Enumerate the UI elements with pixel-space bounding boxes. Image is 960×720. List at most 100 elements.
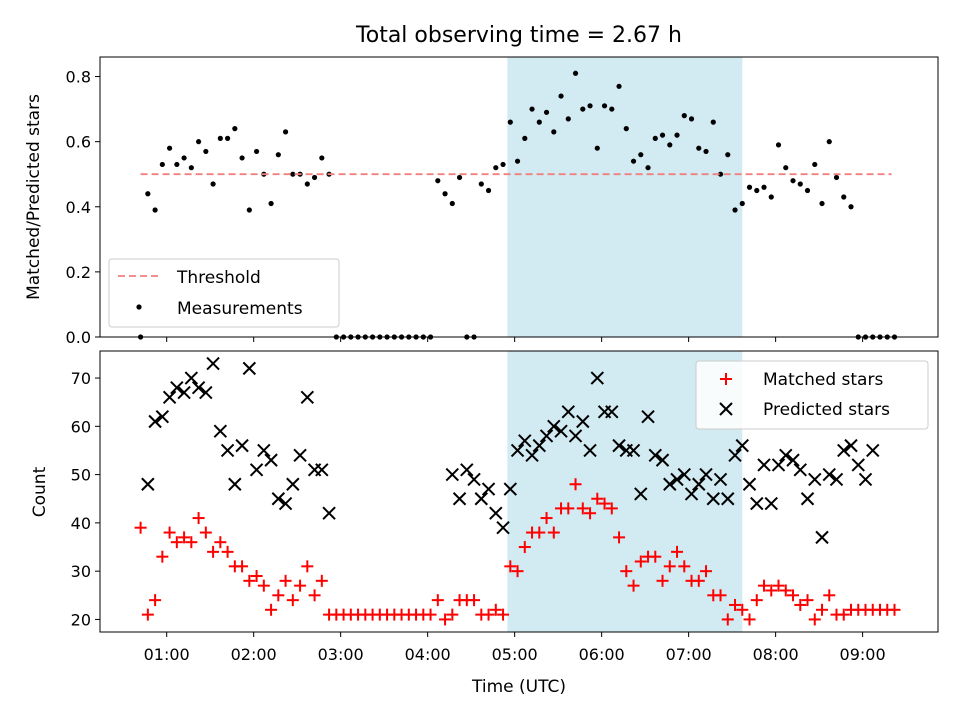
top-y-tick-label: 0.0 (66, 328, 91, 347)
measurement-point (565, 116, 571, 122)
matched-star-point (243, 574, 256, 587)
measurement-point (681, 113, 687, 119)
predicted-star-point (590, 371, 604, 385)
predicted-star-point (148, 414, 162, 429)
predicted-star-point (641, 409, 655, 424)
predicted-star-point (583, 443, 597, 458)
measurement-point (166, 145, 173, 151)
predicted-star-point (576, 414, 590, 429)
measurement-point (710, 119, 716, 125)
matched-star-point (671, 545, 684, 558)
matched-star-point (743, 613, 756, 626)
matched-star-point (816, 603, 829, 616)
predicted-star-point (808, 472, 822, 487)
matched-star-point (134, 521, 147, 534)
predicted-star-point (771, 458, 786, 472)
measurement-point (159, 161, 165, 168)
legend-threshold-label: Threshold (176, 268, 261, 288)
measurement-point (645, 165, 651, 171)
predicted-star-point (750, 496, 764, 511)
measurement-point (797, 181, 803, 187)
matched-star-point (257, 579, 270, 592)
measurement-point (819, 200, 825, 207)
predicted-star-point (481, 482, 496, 496)
predicted-star-point (155, 409, 170, 424)
matched-star-point (221, 545, 234, 558)
matched-star-point (758, 579, 771, 592)
top-shaded-interval (507, 57, 743, 337)
legend-measurements-label: Measurements (177, 299, 303, 319)
measurement-point (775, 142, 782, 148)
predicted-star-point (677, 467, 691, 482)
measurement-point (717, 171, 724, 177)
measurement-point (188, 165, 194, 171)
matched-star-point (439, 613, 452, 626)
top-panel: 0.0 0.2 0.4 0.6 0.8 Total observing time = 2… (24, 23, 939, 347)
matched-star-point (518, 541, 531, 554)
matched-star-point (315, 574, 328, 587)
matched-star-point (605, 502, 618, 515)
bottom-y-axis-label: Count (30, 466, 50, 517)
predicted-star-point (293, 448, 307, 462)
bottom-axes-frame (99, 350, 939, 633)
predicted-star-point (141, 477, 155, 491)
predicted-star-point (206, 356, 220, 371)
measurement-point (195, 139, 202, 145)
measurement-point (522, 135, 528, 141)
predicted-star-point (445, 467, 460, 482)
measurement-point (594, 145, 600, 151)
bottom-x-tick-label: 07:00 (666, 645, 712, 664)
matched-star-point (634, 555, 647, 568)
predicted-star-point (177, 385, 191, 400)
matched-star-point (613, 531, 626, 544)
measurement-point (659, 132, 666, 138)
matched-star-point (562, 502, 575, 515)
measurement-point (275, 152, 281, 158)
matched-star-point (779, 584, 792, 597)
matched-star-point (721, 613, 734, 626)
legend-matched-label: Matched stars (763, 370, 883, 390)
legend-matched-swatch (720, 373, 732, 385)
bottom-x-tick-label: 02:00 (231, 645, 277, 664)
predicted-star-point (757, 458, 771, 472)
measurement-point (232, 126, 238, 132)
matched-star-point (765, 584, 778, 597)
matched-star-point (141, 608, 154, 621)
top-y-tick-label: 0.6 (66, 133, 91, 152)
matched-star-point (837, 608, 850, 621)
measurement-point (754, 187, 760, 194)
matched-star-point (627, 579, 640, 592)
matched-star-point (772, 579, 785, 592)
bottom-x-tick-label: 03:00 (318, 645, 364, 664)
top-legend-box (108, 258, 340, 328)
measurement-point (268, 200, 274, 207)
predicted-star-point (539, 429, 554, 443)
matched-star-point (301, 560, 314, 573)
matched-star-point (265, 603, 278, 616)
matched-star-point (236, 560, 249, 573)
predicted-star-point (162, 390, 177, 405)
measurement-point (703, 148, 709, 155)
bottom-legend: Matched stars Predicted stars (695, 360, 929, 430)
matched-star-point (497, 608, 510, 621)
predicted-star-point (249, 463, 264, 477)
predicted-star-point (692, 477, 706, 491)
matched-star-point (279, 574, 292, 587)
measurement-point (210, 181, 216, 187)
matched-star-point (504, 560, 517, 573)
measurement-point (152, 207, 158, 213)
matched-star-point (888, 603, 901, 616)
measurement-point (493, 165, 499, 171)
matched-star-point (178, 531, 191, 544)
predicted-star-point (184, 371, 199, 385)
matched-star-point (649, 550, 662, 563)
matched-star-point (540, 512, 553, 525)
matched-star-point (482, 608, 495, 621)
predicted-star-point (228, 477, 242, 491)
top-y-axis-label: Matched/Predicted stars (24, 94, 44, 300)
measurement-point (449, 200, 455, 207)
matched-star-point (823, 589, 836, 602)
measurement-point (239, 155, 245, 161)
measurement-point (587, 103, 593, 109)
